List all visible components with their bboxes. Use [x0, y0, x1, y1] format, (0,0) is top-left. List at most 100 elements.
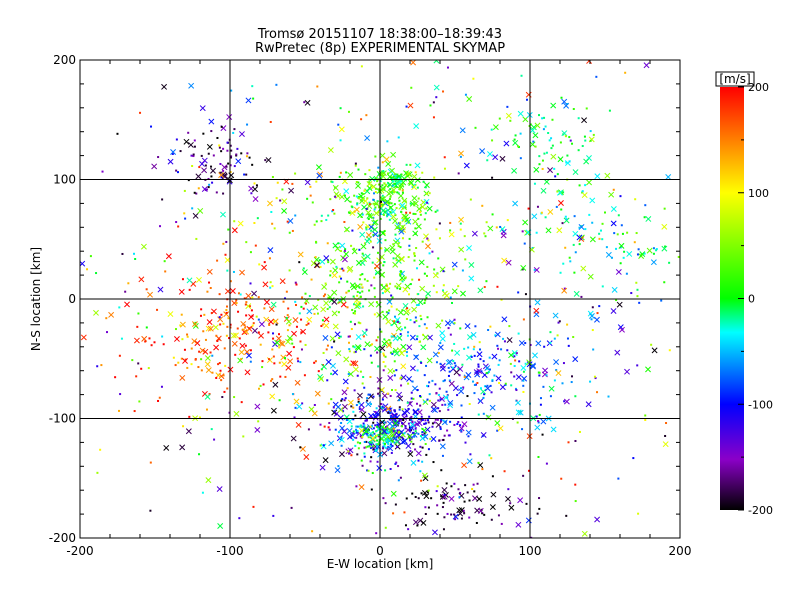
data-point-x — [586, 179, 593, 186]
x-tick-label: -100 — [216, 544, 243, 558]
data-point-dot — [381, 398, 384, 401]
data-point-dot — [548, 139, 551, 142]
data-point-dot — [584, 184, 587, 187]
data-point-dot — [200, 308, 203, 311]
data-point-x — [385, 318, 392, 325]
data-point-x — [618, 242, 625, 249]
data-point-dot — [510, 384, 513, 387]
data-point-x — [480, 388, 487, 395]
data-point-dot — [443, 167, 446, 170]
data-point-dot — [250, 192, 253, 195]
data-point-x — [460, 290, 466, 297]
data-point-dot — [483, 513, 486, 516]
data-point-dot — [407, 221, 410, 224]
data-point-x — [503, 140, 510, 147]
data-point-dot — [371, 343, 374, 346]
data-point-dot — [390, 414, 393, 417]
data-point-x — [319, 464, 326, 471]
data-point-dot — [437, 393, 440, 396]
data-point-dot — [381, 447, 384, 450]
data-point-dot — [282, 300, 285, 303]
data-point-dot — [530, 536, 533, 538]
data-point-x — [430, 436, 437, 442]
data-point-dot — [374, 436, 377, 439]
data-point-dot — [581, 190, 584, 193]
data-point-dot — [369, 425, 372, 428]
data-point-x — [542, 367, 549, 374]
data-point-x — [381, 340, 388, 347]
data-point-x — [371, 226, 378, 233]
data-point-dot — [384, 408, 387, 411]
data-point-dot — [500, 522, 503, 525]
data-point-dot — [370, 488, 373, 491]
data-point-dot — [360, 192, 363, 195]
data-point-dot — [376, 425, 379, 428]
data-point-dot — [381, 184, 384, 187]
data-point-x — [356, 259, 362, 266]
data-point-dot — [398, 408, 401, 411]
data-point-x — [447, 402, 454, 409]
data-point-x — [165, 253, 172, 260]
data-point-x — [525, 517, 532, 524]
data-point-x — [93, 309, 99, 316]
data-point-dot — [257, 318, 260, 321]
data-point-x — [364, 341, 371, 348]
data-point-x — [220, 211, 226, 218]
data-point-dot — [384, 442, 387, 445]
data-point-x — [287, 218, 294, 224]
data-point-dot — [318, 259, 321, 262]
data-point-dot — [636, 364, 639, 367]
data-point-dot — [388, 412, 391, 415]
data-point-dot — [577, 149, 580, 152]
data-point-dot — [365, 207, 368, 210]
data-point-dot — [581, 145, 584, 148]
data-point-dot — [350, 405, 353, 408]
data-point-dot — [621, 232, 624, 235]
data-point-x — [547, 167, 554, 174]
data-point-dot — [520, 74, 523, 77]
data-point-dot — [254, 244, 257, 247]
data-point-x — [499, 155, 506, 162]
data-point-dot — [565, 161, 568, 164]
data-point-dot — [427, 421, 430, 424]
data-point-x — [432, 351, 439, 358]
data-point-dot — [140, 367, 143, 370]
data-point-x — [520, 264, 527, 271]
data-point-dot — [419, 210, 422, 213]
data-point-dot — [195, 192, 198, 195]
data-point-dot — [424, 422, 427, 425]
data-point-x — [281, 198, 288, 205]
data-point-dot — [643, 252, 646, 255]
data-point-dot — [134, 257, 137, 260]
data-point-dot — [482, 396, 485, 399]
data-point-dot — [566, 323, 569, 326]
data-point-dot — [668, 349, 671, 352]
data-point-dot — [423, 422, 426, 425]
data-point-dot — [538, 155, 541, 158]
data-point-dot — [366, 197, 369, 200]
data-point-dot — [644, 204, 647, 207]
data-point-dot — [473, 354, 476, 357]
data-point-dot — [487, 329, 490, 332]
data-point-dot — [561, 222, 564, 225]
data-point-x — [201, 167, 208, 174]
data-point-dot — [398, 199, 401, 202]
data-point-dot — [496, 429, 499, 432]
data-point-dot — [453, 362, 456, 365]
data-point-dot — [223, 347, 226, 350]
data-point-dot — [351, 308, 354, 311]
data-point-dot — [401, 280, 404, 283]
data-point-dot — [521, 230, 524, 233]
data-point-dot — [438, 237, 441, 240]
data-point-dot — [319, 265, 322, 268]
data-point-x — [395, 325, 402, 332]
data-point-dot — [233, 165, 236, 168]
data-point-dot — [163, 260, 166, 263]
data-point-dot — [328, 428, 331, 431]
data-point-dot — [393, 360, 396, 363]
data-point-dot — [284, 297, 287, 300]
data-point-dot — [345, 418, 348, 421]
data-point-x — [605, 251, 612, 258]
data-point-dot — [245, 314, 248, 317]
data-point-x — [108, 311, 115, 318]
